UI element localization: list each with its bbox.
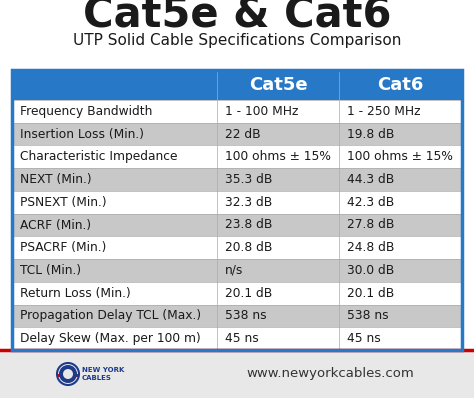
Bar — [12, 70, 462, 350]
Text: Return Loss (Min.): Return Loss (Min.) — [20, 287, 131, 300]
Text: NEW YORK: NEW YORK — [82, 367, 124, 373]
Text: 20.1 dB: 20.1 dB — [225, 287, 272, 300]
Bar — [217, 259, 339, 282]
Bar — [217, 145, 339, 168]
Bar — [217, 70, 339, 100]
Bar — [339, 123, 462, 145]
Text: PSNEXT (Min.): PSNEXT (Min.) — [20, 196, 107, 209]
Bar — [0, 350, 474, 398]
Bar — [339, 304, 462, 327]
Text: 20.8 dB: 20.8 dB — [225, 241, 272, 254]
Text: www.newyorkcables.com: www.newyorkcables.com — [246, 367, 414, 380]
Text: 45 ns: 45 ns — [347, 332, 381, 345]
Bar — [12, 123, 217, 145]
Circle shape — [63, 369, 73, 379]
Bar — [12, 70, 217, 100]
Bar — [339, 100, 462, 123]
Text: 44.3 dB: 44.3 dB — [347, 173, 394, 186]
Bar — [12, 259, 217, 282]
Bar — [217, 100, 339, 123]
Bar — [339, 282, 462, 304]
Text: 100 ohms ± 15%: 100 ohms ± 15% — [347, 150, 453, 163]
Text: TCL (Min.): TCL (Min.) — [20, 264, 81, 277]
Bar — [339, 191, 462, 214]
Bar — [217, 168, 339, 191]
Text: Characteristic Impedance: Characteristic Impedance — [20, 150, 177, 163]
Bar — [339, 145, 462, 168]
Text: 35.3 dB: 35.3 dB — [225, 173, 272, 186]
Text: n/s: n/s — [225, 264, 243, 277]
Text: 19.8 dB: 19.8 dB — [347, 128, 394, 140]
Text: 1 - 250 MHz: 1 - 250 MHz — [347, 105, 420, 118]
Bar — [12, 236, 217, 259]
Bar — [339, 70, 462, 100]
Text: 45 ns: 45 ns — [225, 332, 258, 345]
Bar — [12, 191, 217, 214]
Text: Propagation Delay TCL (Max.): Propagation Delay TCL (Max.) — [20, 309, 201, 322]
Text: Cat5e & Cat6: Cat5e & Cat6 — [83, 0, 391, 36]
Text: Frequency Bandwidth: Frequency Bandwidth — [20, 105, 152, 118]
Bar — [12, 100, 217, 123]
Text: 1 - 100 MHz: 1 - 100 MHz — [225, 105, 298, 118]
Bar — [12, 304, 217, 327]
Bar — [339, 259, 462, 282]
Text: 538 ns: 538 ns — [225, 309, 266, 322]
Text: 538 ns: 538 ns — [347, 309, 389, 322]
Text: UTP Solid Cable Specifications Comparison: UTP Solid Cable Specifications Compariso… — [73, 33, 401, 47]
Bar — [339, 168, 462, 191]
Bar — [12, 282, 217, 304]
Bar — [217, 191, 339, 214]
Text: 32.3 dB: 32.3 dB — [225, 196, 272, 209]
Text: CABLES: CABLES — [82, 375, 112, 381]
Text: PSACRF (Min.): PSACRF (Min.) — [20, 241, 106, 254]
Bar — [217, 327, 339, 350]
Bar — [12, 145, 217, 168]
Bar — [12, 214, 217, 236]
Bar — [217, 282, 339, 304]
Text: NEXT (Min.): NEXT (Min.) — [20, 173, 91, 186]
Bar — [217, 304, 339, 327]
Circle shape — [59, 365, 77, 383]
Bar — [57, 374, 79, 377]
Bar — [12, 168, 217, 191]
Text: Insertion Loss (Min.): Insertion Loss (Min.) — [20, 128, 144, 140]
Text: 42.3 dB: 42.3 dB — [347, 196, 394, 209]
Text: 24.8 dB: 24.8 dB — [347, 241, 394, 254]
Text: 20.1 dB: 20.1 dB — [347, 287, 394, 300]
Bar — [339, 214, 462, 236]
Bar — [217, 123, 339, 145]
Text: Cat5e: Cat5e — [249, 76, 307, 94]
Text: 30.0 dB: 30.0 dB — [347, 264, 394, 277]
Text: 23.8 dB: 23.8 dB — [225, 219, 272, 232]
Text: Cat6: Cat6 — [377, 76, 424, 94]
Bar — [339, 236, 462, 259]
Bar — [217, 214, 339, 236]
Text: ACRF (Min.): ACRF (Min.) — [20, 219, 91, 232]
Text: 27.8 dB: 27.8 dB — [347, 219, 394, 232]
Text: Delay Skew (Max. per 100 m): Delay Skew (Max. per 100 m) — [20, 332, 201, 345]
Bar — [217, 236, 339, 259]
Bar — [12, 327, 217, 350]
Text: 100 ohms ± 15%: 100 ohms ± 15% — [225, 150, 331, 163]
Bar — [339, 327, 462, 350]
Text: 22 dB: 22 dB — [225, 128, 260, 140]
